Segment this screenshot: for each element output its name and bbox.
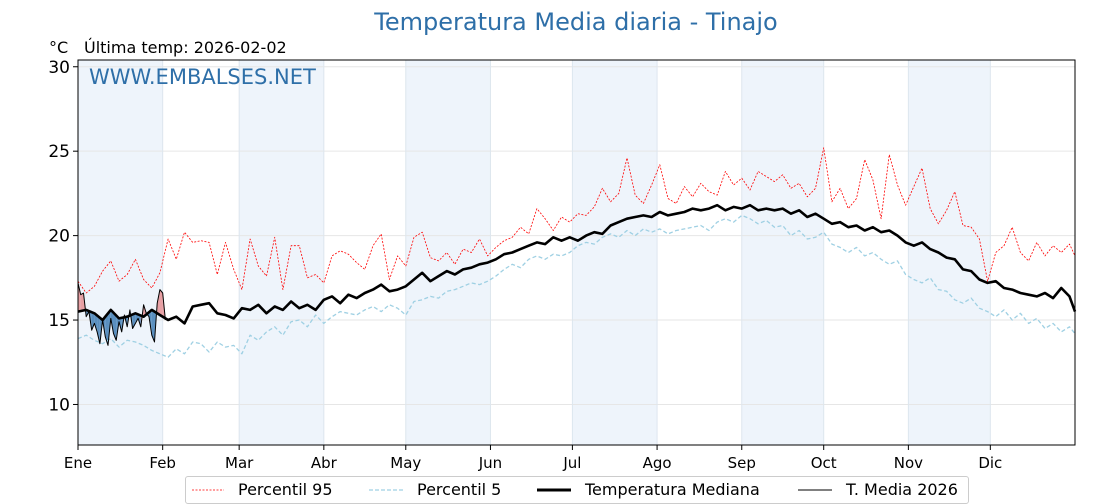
legend-item-media2026: T. Media 2026	[798, 480, 958, 499]
series-line-media2026	[77, 282, 166, 346]
month-band	[908, 60, 991, 445]
x-tick-label: May	[390, 454, 421, 472]
legend-label-media2026: T. Media 2026	[846, 480, 958, 499]
plot-frame	[77, 59, 1076, 446]
fill-below-median	[97, 315, 100, 344]
fill-below-median	[151, 309, 155, 342]
legend-swatch-median	[537, 488, 571, 491]
legend-swatch-p5	[369, 488, 403, 491]
x-tick-label: Abr	[311, 454, 338, 472]
x-tick-label: Feb	[149, 454, 176, 472]
month-band	[78, 60, 163, 445]
x-tick-label: Mar	[225, 454, 254, 472]
fill-below-median	[91, 312, 95, 331]
chart-title: Temperatura Media diaria - Tinajo	[374, 8, 778, 36]
x-tick-label: Ago	[643, 454, 672, 472]
fill-above-median	[159, 289, 163, 317]
series-line-median	[77, 203, 1077, 325]
legend-item-median: Temperatura Mediana	[537, 480, 760, 499]
x-tick-label: Oct	[811, 454, 837, 472]
y-tick-label: 15	[48, 311, 70, 331]
last-temp-label: Última temp: 2026-02-02	[84, 38, 287, 57]
legend-item-p5: Percentil 5	[369, 480, 501, 499]
y-tick-label: 25	[48, 142, 70, 162]
fill-below-median	[105, 313, 109, 346]
legend-label-median: Temperatura Mediana	[585, 480, 760, 499]
x-tick-label: Jun	[478, 454, 502, 472]
month-band	[239, 60, 324, 445]
fill-below-median	[94, 313, 98, 332]
y-tick-label: 10	[48, 395, 70, 415]
fill-below-median	[113, 312, 117, 341]
x-tick-label: Ene	[64, 454, 92, 472]
month-band	[572, 60, 658, 445]
legend-label-p5: Percentil 5	[417, 480, 502, 499]
legend-label-p95: Percentil 95	[238, 480, 333, 499]
x-tick-label: Sep	[728, 454, 756, 472]
x-tick-label: Dic	[978, 454, 1002, 472]
y-tick-label: 30	[48, 58, 70, 78]
x-tick-label: Nov	[894, 454, 923, 472]
month-band	[741, 60, 824, 445]
fill-above-median	[78, 282, 81, 312]
legend: Percentil 95 Percentil 5 Temperatura Med…	[185, 476, 969, 504]
series-line-p95	[77, 147, 1076, 294]
x-tick-label: Jul	[562, 454, 581, 472]
series-line-p5	[77, 214, 1076, 358]
y-axis-unit: °C	[49, 38, 69, 57]
legend-swatch-media2026	[798, 489, 832, 490]
month-band	[405, 60, 491, 445]
watermark: WWW.EMBALSES.NET	[89, 65, 316, 89]
legend-item-p95: Percentil 95	[192, 480, 333, 499]
fill-below-median	[135, 313, 139, 324]
fill-above-median	[80, 293, 84, 312]
y-tick-label: 20	[48, 227, 70, 247]
fill-above-median	[157, 289, 160, 315]
legend-swatch-p95	[192, 489, 224, 490]
